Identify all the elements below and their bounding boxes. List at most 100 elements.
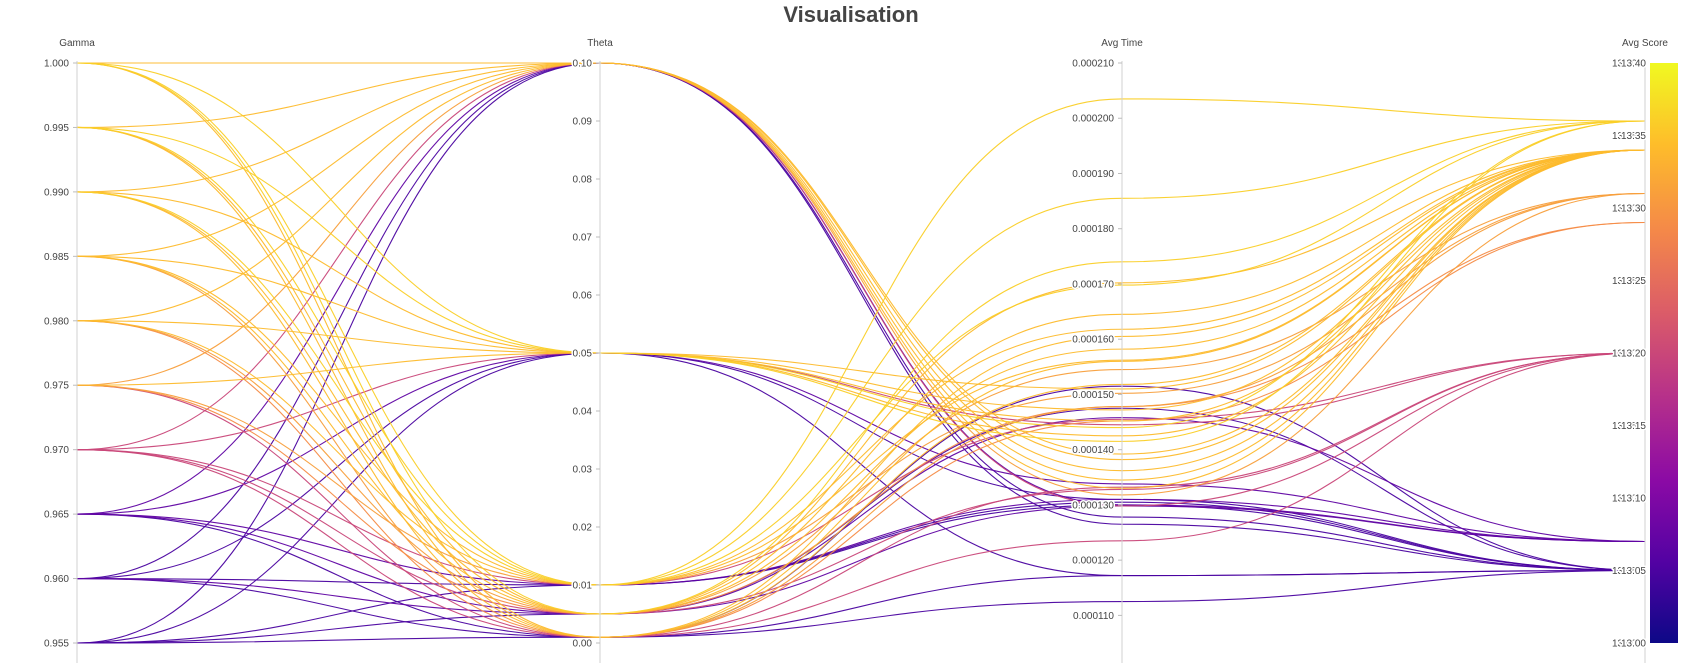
tick-label: 0.04 [573,407,593,418]
tick-label: 13.35 [1612,131,1637,142]
tick-label: 0.000180 [1072,224,1114,235]
axis-avg-score[interactable]: Avg Score13.0013.0513.1013.1513.2013.251… [1610,38,1668,663]
axis-avg-time[interactable]: Avg Time 0.000110 0.000120 0.000130 0.000140… [1071,38,1143,663]
series-line-19 [76,192,1646,638]
tick-label: 0.09 [573,117,593,128]
tick-label: 0.000170 [1072,279,1114,290]
tick-label: 0.10 [573,59,593,70]
series-line-18 [76,149,1646,615]
axis-title: Avg Time [1101,38,1143,49]
tick-label: 0.990 [44,187,69,198]
colorbar: 13.00 13.05 13.10 13.15 13.20 13.25 13.30 13.35… [1619,57,1678,651]
colorbar-tick-label: 13.05 [1621,566,1646,577]
series-line-49 [76,569,1646,644]
series-line-38 [76,505,1646,615]
colorbar-tick-label: 13.30 [1621,204,1646,215]
series-line-11 [76,149,1646,422]
series-line-31 [76,352,1646,451]
series-line-5 [76,62,1646,472]
tick-label: 0.000190 [1072,169,1114,180]
tick-label: 0.000110 [1073,611,1114,622]
tick-label: 0.05 [573,349,593,360]
tick-label: 13.40 [1612,59,1637,70]
series-lines [76,62,1646,644]
series-line-29 [76,352,1646,638]
colorbar-tick-label: 13.10 [1621,494,1646,505]
series-line-37 [76,498,1646,586]
series-line-21 [76,149,1646,411]
colorbar-tick-label: 13.00 [1621,639,1646,650]
series-line-7 [76,120,1646,586]
tick-label: 0.000160 [1072,335,1114,346]
tick-label: 13.15 [1612,421,1637,432]
colorbar-tick-label: 13.20 [1621,349,1646,360]
tick-label: 0.00 [573,639,593,650]
series-line-24 [76,221,1646,638]
axis-title: Gamma [59,38,95,49]
tick-label: 0.995 [44,123,69,134]
axes: Gamma 0.955 0.960 0.965 0.970 0.975 0.980 0.985… [42,38,1668,663]
series-line-16 [76,149,1646,390]
tick-label: 0.000120 [1072,556,1114,567]
tick-label: 0.06 [573,291,593,302]
series-line-43 [76,417,1646,615]
series-line-30 [76,62,1646,507]
tick-label: 0.975 [44,381,69,392]
series-line-25 [76,62,1646,496]
tick-label: 13.20 [1612,349,1637,360]
series-line-45 [76,62,1646,644]
series-line-48 [76,407,1646,644]
series-line-6 [76,120,1646,442]
colorbar-tick-label: 13.35 [1621,131,1646,142]
axis-theta[interactable]: Theta 0.00 0.01 0.02 0.03 0.04 0.05 0.06 0.07 0.0… [571,38,614,663]
series-line-47 [76,504,1646,644]
series-line-40 [76,62,1646,580]
tick-label: 0.03 [573,465,593,476]
axis-title: Theta [587,38,613,49]
tick-label: 0.01 [573,581,593,592]
series-line-3 [76,62,1646,615]
series-line-26 [76,149,1646,437]
series-line-0 [77,62,1646,455]
colorbar-gradient [1650,63,1678,643]
tick-label: 1.000 [44,59,69,70]
tick-label: 0.970 [44,445,69,456]
series-line-10 [76,62,1646,461]
tick-label: 0.985 [44,252,69,263]
tick-label: 13.00 [1612,639,1637,650]
tick-label: 13.25 [1612,276,1637,287]
tick-label: 0.000150 [1072,390,1114,401]
tick-label: 0.955 [44,639,69,650]
series-line-42 [76,501,1646,586]
tick-label: 0.07 [573,233,593,244]
series-line-15 [76,62,1646,481]
tick-label: 0.000140 [1072,445,1114,456]
series-line-1 [76,62,1646,429]
series-line-17 [76,149,1646,586]
tick-label: 0.08 [573,175,593,186]
series-line-34 [76,352,1646,638]
series-line-33 [76,352,1646,615]
tick-label: 0.000210 [1072,59,1114,70]
chart-title: Visualisation [783,2,918,27]
colorbar-tick-label: 13.40 [1621,59,1646,70]
series-line-46 [76,352,1646,644]
tick-label: 0.000130 [1072,500,1114,511]
series-line-20 [76,62,1646,489]
tick-label: 13.05 [1612,566,1637,577]
series-line-36 [76,352,1646,543]
series-line-12 [76,120,1646,586]
axis-gamma[interactable]: Gamma 0.955 0.960 0.965 0.970 0.975 0.980 0.985… [42,38,95,663]
colorbar-tick-label: 13.15 [1621,421,1646,432]
tick-label: 13.10 [1612,494,1637,505]
series-line-28 [76,221,1646,615]
series-line-22 [76,149,1646,586]
tick-label: 0.000200 [1072,114,1114,125]
series-line-8 [76,126,1646,615]
tick-label: 0.980 [44,316,69,327]
tick-label: 0.965 [44,510,69,521]
tick-label: 0.960 [44,574,69,585]
axis-title: Avg Score [1622,38,1668,49]
colorbar-tick-label: 13.25 [1621,276,1646,287]
